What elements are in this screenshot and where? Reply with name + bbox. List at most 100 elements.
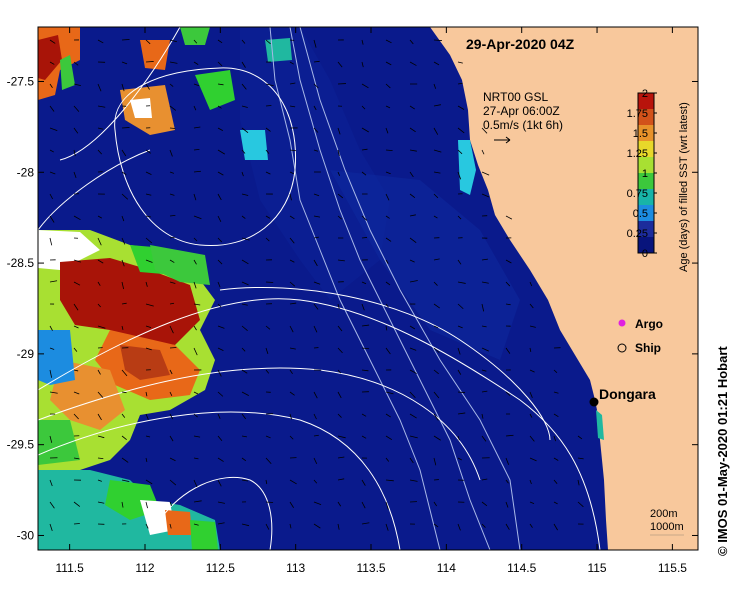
current-arrow	[313, 457, 318, 464]
bathymetry-contour	[299, 27, 521, 550]
current-arrow	[577, 457, 584, 460]
current-arrow	[577, 435, 583, 440]
current-arrow	[169, 171, 175, 174]
current-arrow	[73, 171, 77, 179]
current-arrow	[193, 105, 197, 111]
current-arrow	[145, 61, 154, 63]
current-arrow	[97, 215, 102, 219]
current-arrow	[121, 83, 125, 92]
current-arrow	[97, 325, 106, 329]
current-arrow	[145, 457, 148, 463]
current-arrow	[553, 479, 558, 484]
contour-label-1000m: 1000m	[650, 521, 684, 533]
current-arrow	[481, 325, 487, 328]
current-arrow	[145, 501, 148, 509]
current-arrow	[193, 391, 199, 395]
current-arrow	[337, 61, 343, 68]
bathymetry-contour	[269, 27, 441, 550]
current-arrow	[49, 280, 58, 283]
current-arrow	[361, 127, 369, 133]
current-arrow	[433, 501, 438, 507]
current-arrow	[385, 347, 391, 355]
current-arrow	[217, 171, 224, 176]
current-arrow	[289, 259, 295, 263]
current-arrow	[289, 281, 296, 287]
current-arrow	[385, 303, 389, 308]
current-arrow	[121, 39, 130, 41]
current-arrow	[265, 149, 270, 154]
current-arrow	[217, 149, 226, 155]
current-arrow	[217, 413, 221, 419]
current-arrow	[313, 281, 321, 285]
current-arrow	[49, 347, 55, 350]
current-arrow	[265, 281, 274, 283]
current-arrow	[553, 413, 559, 418]
current-arrow	[97, 83, 102, 92]
current-arrow	[481, 390, 488, 393]
current-arrow	[457, 215, 462, 220]
current-arrow	[385, 281, 391, 286]
current-arrow	[49, 523, 53, 531]
current-arrow	[433, 171, 441, 174]
current-arrow	[217, 259, 223, 265]
streamline	[38, 149, 151, 231]
current-arrow	[73, 61, 79, 66]
current-arrow	[577, 479, 580, 486]
current-arrow	[409, 479, 418, 482]
sst-patch-coastal-cyan	[458, 140, 476, 195]
current-arrow	[145, 259, 153, 263]
current-arrow	[145, 237, 153, 244]
current-arrow	[337, 193, 344, 199]
colorbar-tick-label: 0.5	[633, 208, 648, 220]
x-tick-label: 113	[286, 561, 305, 575]
current-arrow	[289, 105, 296, 108]
current-arrow	[73, 501, 81, 507]
current-arrow	[553, 435, 557, 442]
current-arrow	[193, 83, 200, 87]
current-arrow	[457, 347, 461, 355]
sst-patch-teal	[265, 38, 292, 62]
current-arrow	[409, 457, 414, 464]
current-arrow	[433, 303, 441, 309]
current-arrow	[385, 391, 394, 395]
current-arrow	[49, 61, 55, 65]
current-arrow	[97, 501, 105, 504]
current-arrow	[385, 325, 388, 331]
current-arrow	[121, 369, 128, 377]
current-arrow	[169, 325, 174, 334]
current-arrow	[433, 369, 439, 375]
current-arrow	[289, 347, 296, 350]
current-arrow	[433, 325, 439, 329]
current-arrow	[145, 347, 152, 351]
streamline	[159, 476, 273, 550]
current-arrow	[241, 435, 247, 438]
current-arrow	[481, 171, 490, 176]
current-arrow	[265, 237, 270, 242]
current-arrow	[97, 281, 101, 286]
current-arrow	[73, 413, 79, 420]
current-arrow	[73, 215, 81, 221]
current-arrow	[481, 149, 485, 155]
x-tick-label: 112	[135, 561, 154, 575]
current-arrow	[337, 347, 343, 354]
current-arrow	[457, 412, 466, 415]
current-arrow	[169, 39, 177, 43]
bathymetry-contour	[289, 27, 491, 550]
current-arrow	[121, 149, 127, 157]
current-arrow	[193, 413, 198, 418]
colorbar-tick-label: 1	[642, 168, 648, 180]
current-arrow	[433, 127, 439, 135]
legend-ship-label: Ship	[635, 341, 661, 355]
current-arrow	[145, 39, 151, 45]
current-arrow	[313, 83, 319, 89]
current-arrow	[361, 105, 366, 110]
current-arrow	[169, 193, 175, 196]
current-arrow	[385, 457, 390, 462]
current-arrow	[265, 83, 274, 87]
current-arrow	[361, 369, 369, 372]
current-arrow	[505, 347, 511, 354]
current-arrow	[73, 303, 79, 311]
x-tick-label: 114.5	[507, 561, 536, 575]
current-arrow	[217, 457, 224, 462]
